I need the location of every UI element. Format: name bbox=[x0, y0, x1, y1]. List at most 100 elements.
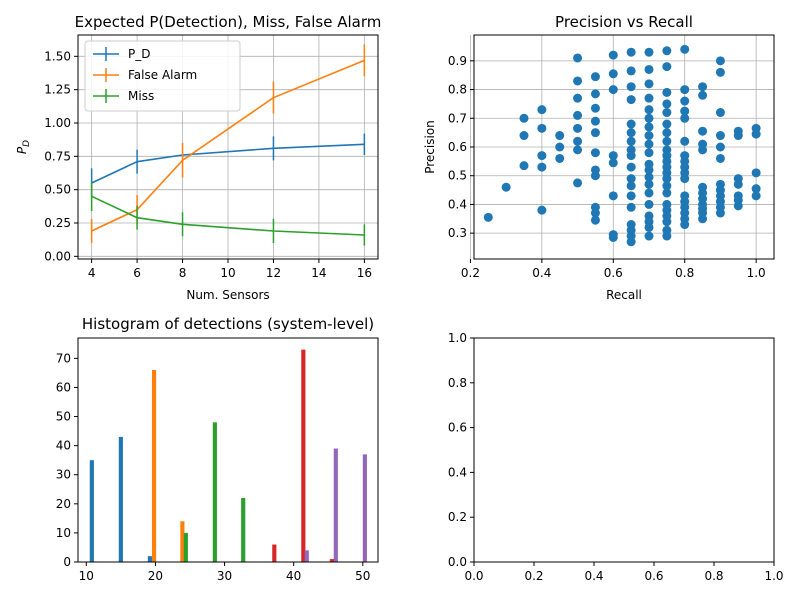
scatter-chart-y-tick-label: 0.8 bbox=[448, 83, 467, 97]
line-chart-x-tick-label: 6 bbox=[133, 266, 141, 280]
scatter-point bbox=[662, 88, 671, 97]
scatter-point bbox=[520, 131, 529, 140]
scatter-point bbox=[627, 181, 636, 190]
empty-axes-panel: 0.0 0.2 0.4 0.6 0.8 1.0 0.0 0.2 0.4 0.6 0.8 1.0 bbox=[448, 331, 784, 583]
scatter-point bbox=[716, 56, 725, 65]
scatter-point bbox=[752, 168, 761, 177]
scatter-point bbox=[609, 158, 618, 167]
scatter-point bbox=[609, 51, 618, 60]
histogram-panel: 10 20 30 40 50 010203040506070 Histogram of … bbox=[56, 315, 378, 583]
histogram-x-ticks: 10 20 30 40 50 bbox=[79, 562, 371, 583]
scatter-point bbox=[662, 232, 671, 241]
scatter-point bbox=[591, 216, 600, 225]
line-chart-y-tick-label: 0.75 bbox=[44, 149, 71, 163]
scatter-point bbox=[537, 206, 546, 215]
scatter-point bbox=[537, 105, 546, 114]
scatter-point bbox=[698, 127, 707, 136]
legend-label: Miss bbox=[128, 89, 154, 103]
scatter-chart-y-tick-label: 0.7 bbox=[448, 111, 467, 125]
empty-axes-x-tick-label: 0.8 bbox=[704, 569, 723, 583]
histogram-bar bbox=[241, 498, 245, 562]
scatter-point bbox=[484, 213, 493, 222]
scatter-point bbox=[591, 117, 600, 126]
scatter-point bbox=[591, 171, 600, 180]
empty-axes-y-tick-label: 0.6 bbox=[448, 421, 467, 435]
empty-axes-y-tick-label: 0.2 bbox=[448, 510, 467, 524]
histogram-bar bbox=[301, 350, 305, 562]
scatter-point bbox=[627, 82, 636, 91]
scatter-chart-x-label: Recall bbox=[606, 288, 642, 302]
scatter-point bbox=[627, 137, 636, 146]
scatter-point bbox=[645, 180, 654, 189]
line-chart-y-tick-label: 0.25 bbox=[44, 216, 71, 230]
scatter-point bbox=[645, 114, 654, 123]
scatter-point bbox=[645, 94, 654, 103]
scatter-point bbox=[662, 217, 671, 226]
empty-axes-x-tick-label: 0.6 bbox=[644, 569, 663, 583]
scatter-point bbox=[591, 89, 600, 98]
scatter-point bbox=[680, 45, 689, 54]
scatter-chart-y-label: Precision bbox=[423, 120, 437, 174]
scatter-point bbox=[698, 82, 707, 91]
scatter-point bbox=[680, 97, 689, 106]
scatter-chart-title: Precision vs Recall bbox=[555, 13, 693, 31]
line-chart-legend: P_D False Alarm Miss bbox=[85, 41, 240, 111]
empty-axes-x-tick-label: 0.0 bbox=[464, 569, 483, 583]
histogram-bars bbox=[90, 350, 367, 562]
histogram-bar bbox=[213, 422, 217, 562]
scatter-point bbox=[537, 163, 546, 172]
histogram-bar bbox=[334, 449, 338, 562]
line-chart-x-tick-label: 12 bbox=[266, 266, 281, 280]
line-chart-x-ticks: 4 6 8 10 12 14 16 bbox=[88, 259, 372, 280]
scatter-chart-x-ticks: 0.2 0.4 0.6 0.8 1.0 bbox=[461, 259, 766, 280]
histogram-y-tick-label: 60 bbox=[56, 380, 71, 394]
line-chart-y-tick-label: 1.50 bbox=[44, 49, 71, 63]
histogram-bar bbox=[119, 437, 123, 562]
histogram-y-tick-label: 20 bbox=[56, 497, 71, 511]
scatter-point bbox=[645, 105, 654, 114]
scatter-point bbox=[573, 178, 582, 187]
line-chart-x-label: Num. Sensors bbox=[186, 288, 269, 302]
empty-axes-x-tick-label: 1.0 bbox=[764, 569, 783, 583]
scatter-chart-x-tick-label: 0.8 bbox=[675, 266, 694, 280]
legend-label: P_D bbox=[128, 47, 150, 61]
empty-axes-y-tick-label: 1.0 bbox=[448, 331, 467, 345]
empty-axes-y-tick-label: 0.4 bbox=[448, 465, 467, 479]
scatter-point bbox=[716, 108, 725, 117]
scatter-point bbox=[537, 124, 546, 133]
scatter-point bbox=[573, 94, 582, 103]
line-chart-x-tick-label: 8 bbox=[179, 266, 187, 280]
scatter-point bbox=[734, 180, 743, 189]
line-chart-y-tick-label: 0.50 bbox=[44, 183, 71, 197]
scatter-point bbox=[627, 203, 636, 212]
histogram-x-tick-label: 40 bbox=[286, 569, 301, 583]
scatter-point bbox=[609, 233, 618, 242]
scatter-point bbox=[573, 53, 582, 62]
empty-axes-x-tick-label: 0.2 bbox=[524, 569, 543, 583]
histogram-bar bbox=[90, 460, 94, 562]
scatter-point bbox=[662, 188, 671, 197]
scatter-point bbox=[573, 76, 582, 85]
scatter-point bbox=[645, 140, 654, 149]
scatter-point bbox=[662, 108, 671, 117]
scatter-point bbox=[662, 46, 671, 55]
scatter-point bbox=[645, 232, 654, 241]
scatter-point bbox=[591, 128, 600, 137]
scatter-point bbox=[573, 111, 582, 120]
scatter-point bbox=[627, 95, 636, 104]
empty-axes-x-ticks: 0.0 0.2 0.4 0.6 0.8 1.0 bbox=[464, 562, 783, 583]
scatter-point bbox=[680, 114, 689, 123]
scatter-point bbox=[555, 154, 564, 163]
scatter-point bbox=[645, 188, 654, 197]
scatter-point bbox=[627, 48, 636, 57]
line-chart-x-tick-label: 14 bbox=[311, 266, 326, 280]
histogram-bar bbox=[272, 545, 276, 562]
scatter-chart-grid bbox=[470, 35, 774, 259]
scatter-chart-x-tick-label: 1.0 bbox=[747, 266, 766, 280]
scatter-point bbox=[698, 91, 707, 100]
scatter-point bbox=[627, 237, 636, 246]
scatter-point bbox=[662, 120, 671, 129]
scatter-point bbox=[591, 72, 600, 81]
scatter-point bbox=[609, 69, 618, 78]
line-chart-title: Expected P(Detection), Miss, False Alarm bbox=[75, 13, 382, 31]
